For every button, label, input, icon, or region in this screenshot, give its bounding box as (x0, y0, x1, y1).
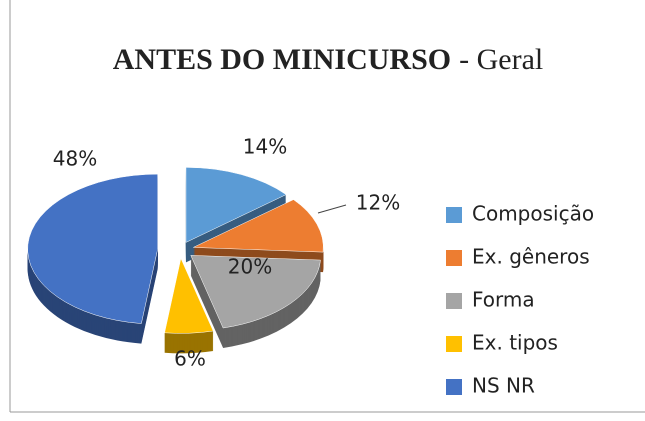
title-main: ANTES DO MINICURSO (113, 43, 451, 76)
data-label: 12% (356, 191, 400, 215)
pie-slice (185, 167, 287, 243)
data-label: 14% (243, 135, 287, 159)
chart-title: ANTES DO MINICURSO - Geral (113, 43, 544, 76)
data-label: 6% (174, 347, 206, 371)
pie-slice (27, 173, 158, 324)
legend-label: Ex. gêneros (472, 245, 590, 269)
data-label: 48% (53, 147, 97, 171)
legend-label: Composição (472, 202, 594, 226)
legend-label: NS NR (472, 374, 535, 398)
pie-slice (190, 255, 321, 329)
leader-line (317, 204, 347, 214)
title-suffix: - Geral (459, 43, 543, 76)
legend-label: Ex. tipos (472, 331, 558, 355)
data-label: 20% (228, 255, 272, 279)
legend-label: Forma (472, 288, 535, 312)
legend-swatch (446, 250, 462, 266)
pie-slice (193, 199, 324, 253)
legend-swatch (446, 207, 462, 223)
legend-swatch (446, 379, 462, 395)
legend-swatch (446, 336, 462, 352)
legend-swatch (446, 293, 462, 309)
pie-slice (164, 257, 214, 334)
